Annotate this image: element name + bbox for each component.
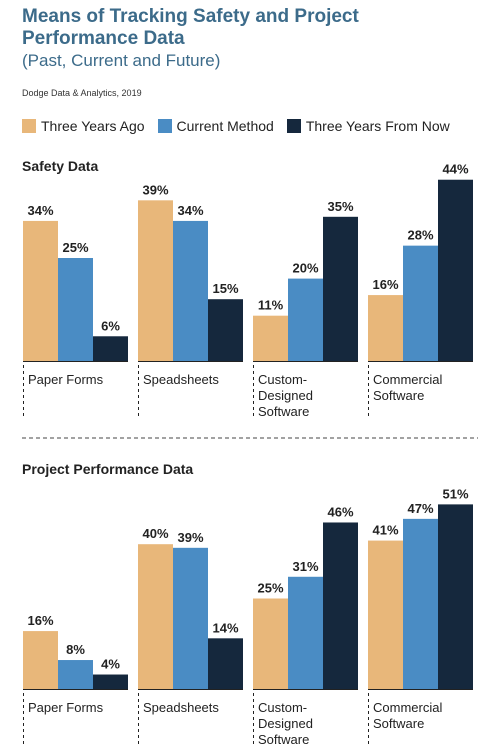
section-title-project-performance: Project Performance Data: [22, 461, 194, 477]
project-performance-bar-speadsheets-three-years-ago: [138, 544, 173, 689]
project-performance-value-label-paper-forms-three-years-ago: 16%: [27, 613, 53, 628]
project-performance-bar-commercial-software-current-method: [403, 518, 438, 689]
project-performance-value-label-commercial-software-three-years-from-now: 51%: [442, 486, 468, 501]
safety-value-label-custom-designed-software-current-method: 20%: [292, 261, 318, 276]
legend-item-current-method: Current Method: [157, 118, 274, 134]
safety-value-label-commercial-software-three-years-ago: 16%: [372, 277, 398, 292]
title-line-2: Performance Data: [22, 28, 185, 49]
project-performance-value-label-speadsheets-three-years-ago: 40%: [142, 526, 168, 541]
safety-category-label-speadsheets: Speadsheets: [143, 372, 219, 387]
legend-swatch-current-method: [157, 119, 172, 133]
safety-value-label-speadsheets-three-years-from-now: 15%: [212, 281, 238, 296]
safety-category-label-custom-designed-software: Custom-Designed Software: [258, 372, 313, 419]
project-performance-bar-paper-forms-three-years-from-now: [93, 674, 128, 689]
safety-bar-commercial-software-three-years-from-now: [438, 179, 473, 361]
chart-title: Means of Tracking Safety and Project Per…: [22, 6, 492, 71]
safety-value-label-speadsheets-current-method: 34%: [177, 203, 203, 218]
project-performance-value-label-commercial-software-current-method: 47%: [407, 501, 433, 516]
safety-value-label-custom-designed-software-three-years-from-now: 35%: [327, 199, 353, 214]
safety-bar-custom-designed-software-current-method: [288, 278, 323, 361]
legend-label-current-method: Current Method: [176, 118, 274, 134]
legend-label-three-years-from-now: Three Years From Now: [305, 118, 450, 134]
project-performance-bar-speadsheets-three-years-from-now: [208, 638, 243, 689]
legend-label-three-years-ago: Three Years Ago: [41, 118, 145, 134]
safety-bar-paper-forms-three-years-ago: [23, 220, 58, 361]
safety-bar-speadsheets-current-method: [173, 220, 208, 361]
safety-value-label-commercial-software-three-years-from-now: 44%: [442, 162, 468, 177]
safety-value-label-paper-forms-three-years-from-now: 6%: [101, 318, 120, 333]
project-performance-category-label-commercial-software: Commercial Software: [373, 700, 442, 731]
legend-swatch-three-years-ago: [22, 119, 36, 133]
safety-category-label-paper-forms: Paper Forms: [28, 372, 104, 387]
safety-value-label-commercial-software-current-method: 28%: [407, 228, 433, 243]
project-performance-bar-custom-designed-software-three-years-from-now: [323, 522, 358, 689]
safety-value-label-speadsheets-three-years-ago: 39%: [142, 182, 168, 197]
safety-bar-paper-forms-current-method: [58, 258, 93, 361]
legend-swatch-three-years-from-now: [286, 119, 301, 133]
project-performance-bar-custom-designed-software-current-method: [288, 576, 323, 689]
project-performance-bar-commercial-software-three-years-ago: [368, 540, 403, 689]
safety-value-label-paper-forms-current-method: 25%: [62, 240, 88, 255]
project-performance-bar-commercial-software-three-years-from-now: [438, 504, 473, 689]
safety-bar-commercial-software-three-years-ago: [368, 295, 403, 361]
project-performance-bar-paper-forms-current-method: [58, 660, 93, 689]
project-performance-category-label-custom-designed-software: Custom-Designed Software: [258, 700, 313, 747]
project-performance-value-label-speadsheets-three-years-from-now: 14%: [212, 620, 238, 635]
project-performance-category-label-paper-forms: Paper Forms: [28, 700, 104, 715]
safety-bar-speadsheets-three-years-from-now: [208, 299, 243, 361]
chart-subtitle: (Past, Current and Future): [22, 51, 221, 70]
project-performance-category-label-speadsheets: Speadsheets: [143, 700, 219, 715]
project-performance-value-label-custom-designed-software-three-years-ago: 25%: [257, 581, 283, 596]
project-performance-value-label-speadsheets-current-method: 39%: [177, 530, 203, 545]
source-note: Dodge Data & Analytics, 2019: [22, 88, 142, 98]
safety-category-label-commercial-software: Commercial Software: [373, 372, 442, 403]
title-line-1: Means of Tracking Safety and Project: [22, 6, 359, 27]
project-performance-bar-custom-designed-software-three-years-ago: [253, 598, 288, 689]
section-title-safety: Safety Data: [22, 158, 99, 174]
project-performance-value-label-commercial-software-three-years-ago: 41%: [372, 523, 398, 538]
safety-bar-speadsheets-three-years-ago: [138, 200, 173, 361]
safety-bar-commercial-software-current-method: [403, 245, 438, 361]
safety-bar-paper-forms-three-years-from-now: [93, 336, 128, 361]
safety-value-label-custom-designed-software-three-years-ago: 11%: [258, 298, 284, 313]
project-performance-bar-speadsheets-current-method: [173, 547, 208, 689]
project-performance-value-label-custom-designed-software-current-method: 31%: [292, 559, 318, 574]
legend-item-three-years-from-now: Three Years From Now: [286, 118, 450, 134]
legend: Three Years Ago Current Method Three Yea…: [22, 118, 463, 134]
project-performance-value-label-paper-forms-three-years-from-now: 4%: [101, 657, 120, 672]
safety-value-label-paper-forms-three-years-ago: 34%: [27, 203, 53, 218]
legend-item-three-years-ago: Three Years Ago: [22, 118, 145, 134]
project-performance-bar-paper-forms-three-years-ago: [23, 631, 58, 689]
project-performance-value-label-paper-forms-current-method: 8%: [66, 642, 85, 657]
safety-bar-custom-designed-software-three-years-from-now: [323, 216, 358, 361]
project-performance-value-label-custom-designed-software-three-years-from-now: 46%: [327, 504, 353, 519]
safety-bar-custom-designed-software-three-years-ago: [253, 315, 288, 361]
